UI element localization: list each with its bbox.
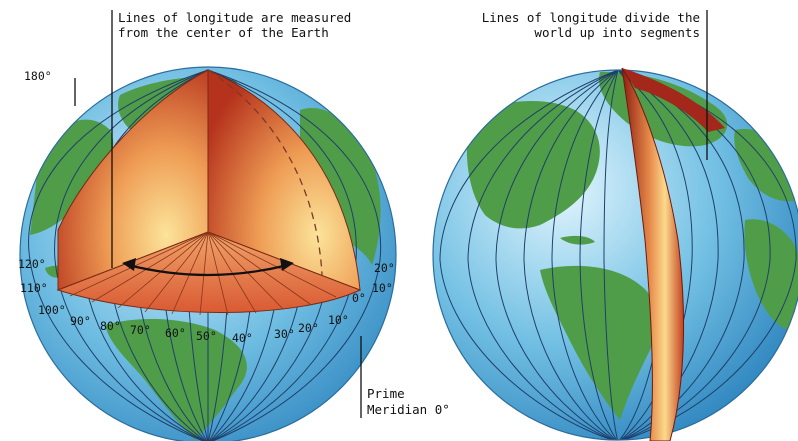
- degree-label: 110°: [20, 281, 48, 295]
- measurement-arrowhead-left: [122, 258, 136, 271]
- right-africa: [744, 219, 798, 331]
- left-caption-line2: from the center of the Earth: [118, 25, 329, 40]
- degree-label: 100°: [38, 303, 66, 317]
- right-caption-line1: Lines of longitude divide the: [482, 10, 700, 25]
- right-caribbean: [560, 235, 595, 245]
- left-wedge-floor: [56, 231, 362, 313]
- right-south-america: [540, 265, 658, 420]
- degree-label: 20°: [374, 261, 395, 275]
- left-globe: [19, 66, 397, 441]
- right-segment-ribbon: [621, 67, 685, 441]
- degree-label: 50°: [196, 329, 217, 343]
- left-south-america: [105, 318, 247, 440]
- prime-meridian-line2: Meridian 0°: [367, 402, 450, 417]
- right-north-america: [466, 100, 600, 229]
- right-globe: [432, 67, 798, 441]
- degree-label: 0°: [352, 291, 366, 305]
- measurement-arrow: [127, 263, 289, 277]
- degree-label: 40°: [232, 331, 253, 345]
- degree-label: 120°: [18, 257, 46, 271]
- left-wedge-side-face: [207, 69, 361, 291]
- measurement-arrowhead-right: [280, 258, 294, 271]
- left-wedge-back-face: [57, 69, 209, 291]
- degree-label: 80°: [100, 319, 121, 333]
- label-180: 180°: [24, 69, 52, 83]
- degree-label: 20°: [298, 321, 319, 335]
- right-caption-line2: world up into segments: [534, 25, 700, 40]
- left-wedge-floor-rays: [69, 231, 337, 316]
- degree-label: 70°: [130, 323, 151, 337]
- degree-labels: 120° 110° 100° 90° 80° 70° 60° 50° 40° 3…: [18, 257, 395, 345]
- prime-meridian-line1: Prime: [367, 386, 405, 401]
- degree-label: 90°: [70, 314, 91, 328]
- right-segment-top: [622, 68, 725, 132]
- degree-label: 10°: [328, 313, 349, 327]
- degree-label: 10°: [372, 281, 393, 295]
- degree-label: 60°: [165, 326, 186, 340]
- left-caption-line1: Lines of longitude are measured: [118, 10, 351, 25]
- degree-label: 30°: [274, 327, 295, 341]
